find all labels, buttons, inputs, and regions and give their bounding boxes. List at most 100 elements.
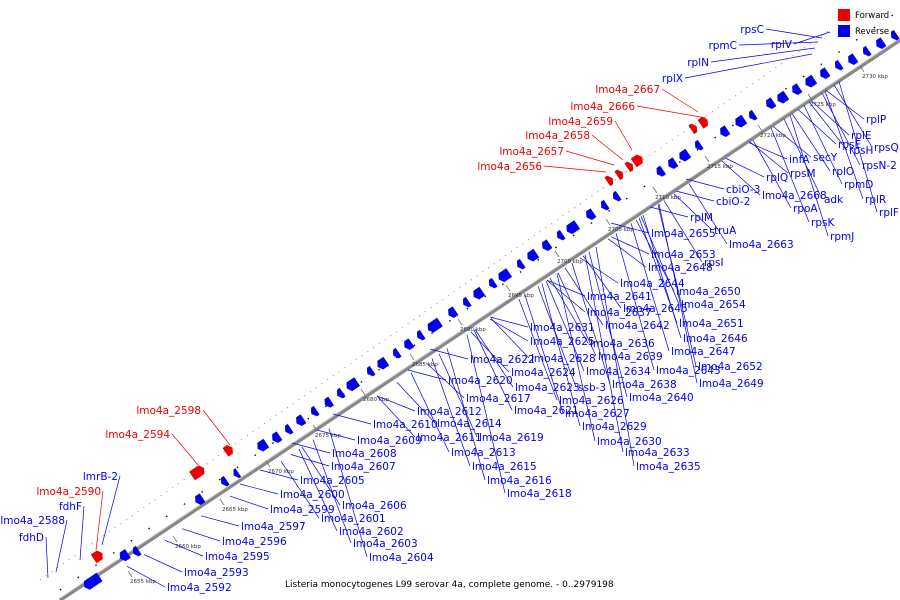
label-leader xyxy=(752,139,792,209)
scale-tick-mark xyxy=(807,93,813,101)
reverse-gene xyxy=(310,405,320,417)
reverse-gene xyxy=(416,329,426,341)
reverse-gene-label: lmo4a_2622 xyxy=(470,354,535,366)
label-leader xyxy=(833,84,873,148)
scale-tick-mark xyxy=(859,65,865,73)
reverse-gene-label: lmo4a_2604 xyxy=(369,552,434,564)
label-leader xyxy=(825,90,865,120)
reverse-gene-label: rpsK xyxy=(811,217,835,229)
label-leader xyxy=(425,362,465,399)
reverse-gene-label: rplE xyxy=(851,130,872,142)
label-leader xyxy=(684,53,813,79)
reverse-gene-label: lmo4a_2592 xyxy=(167,582,232,594)
reverse-gene-label: lmo4a_2630 xyxy=(597,436,662,448)
reverse-gene xyxy=(404,338,415,350)
genome-axis-highlight xyxy=(59,37,900,599)
reverse-gene-label: lmo4a_2588 xyxy=(0,515,65,527)
label-leader xyxy=(407,369,447,381)
reverse-gene-label: lmo4a_2601 xyxy=(321,513,386,525)
scale-tick-label: 2660 kbp xyxy=(175,544,201,550)
reverse-gene-label: fdhD xyxy=(19,532,44,544)
label-leader xyxy=(765,28,823,39)
label-leader xyxy=(312,439,352,544)
reverse-gene-label: lmo4a_2637 xyxy=(587,307,652,319)
scale-tick-mark xyxy=(312,424,318,432)
reverse-gene-label: lmo4a_2655 xyxy=(651,228,716,240)
reverse-gene-label: lmo4a_2593 xyxy=(184,567,249,579)
label-leader xyxy=(635,219,675,292)
reverse-gene xyxy=(427,317,443,333)
reverse-gene-label: lmo4a_2634 xyxy=(586,366,651,378)
label-leader xyxy=(290,454,330,467)
scale-tick-label: 2655 kbp xyxy=(130,579,156,585)
reverse-gene-label: lmo4a_2652 xyxy=(698,361,763,373)
label-leader xyxy=(126,565,166,588)
reverse-gene-label: ssb-3 xyxy=(578,382,606,394)
reverse-gene xyxy=(527,248,540,262)
label-leader xyxy=(663,200,703,263)
reverse-gene-label: lmo4a_2614 xyxy=(437,418,502,430)
label-leader xyxy=(143,554,183,573)
label-leader xyxy=(579,257,619,284)
label-leader xyxy=(202,409,231,446)
forward-gene-label: lmo4a_2666 xyxy=(570,101,635,113)
label-leader xyxy=(557,272,597,357)
label-leader xyxy=(537,286,577,388)
forward-gene xyxy=(630,154,643,168)
reverse-gene xyxy=(392,347,402,359)
reverse-gene-label: cbiO-3 xyxy=(726,184,760,196)
forward-gene xyxy=(189,465,205,481)
label-leader xyxy=(749,141,789,174)
reverse-gene-label: adk xyxy=(824,194,844,206)
reverse-gene-label: lmo4a_2648 xyxy=(648,262,713,274)
reverse-gene-label: rpsI xyxy=(704,257,724,269)
label-leader xyxy=(838,81,878,213)
reverse-gene-label: lmo4a_2612 xyxy=(417,406,482,418)
label-leader xyxy=(661,88,699,113)
reverse-gene xyxy=(876,37,887,49)
reverse-gene-label: lmo4a_2620 xyxy=(448,375,513,387)
scale-tick-mark xyxy=(409,353,415,361)
reverse-gene xyxy=(792,83,803,95)
legend-swatch-forward xyxy=(838,9,850,21)
reverse-gene-label: lmo4a_2636 xyxy=(590,338,655,350)
reverse-gene xyxy=(656,165,666,177)
reverse-gene-label: lmo4a_2608 xyxy=(332,448,397,460)
label-leader xyxy=(571,263,611,385)
label-leader xyxy=(316,429,356,441)
reverse-gene-label: lmo4a_2668 xyxy=(762,190,827,202)
label-leader xyxy=(545,280,585,372)
reverse-gene xyxy=(777,90,790,104)
label-leader xyxy=(725,158,765,178)
label-leader xyxy=(803,105,843,185)
reverse-gene-label: rpoA xyxy=(793,203,818,215)
label-leader xyxy=(607,238,647,268)
reverse-gene xyxy=(220,475,230,487)
reverse-gene-label: lmo4a_2609 xyxy=(357,435,422,447)
forward-gene-label: lmo4a_2656 xyxy=(477,161,542,173)
label-leader xyxy=(748,142,788,160)
reverse-gene xyxy=(612,190,622,202)
label-leader xyxy=(721,160,761,196)
scale-tick-label: 2725 kbp xyxy=(810,102,836,108)
scale-tick-label: 2705 kbp xyxy=(608,227,634,233)
legend-reverse: Reverse xyxy=(855,27,889,37)
reverse-gene-label: lmo4a_2627 xyxy=(565,408,630,420)
label-leader xyxy=(546,279,586,297)
label-leader xyxy=(489,318,529,342)
reverse-gene-label: lmo4a_2644 xyxy=(620,278,685,290)
reverse-gene xyxy=(600,199,610,211)
reverse-gene-label: rpmJ xyxy=(830,231,854,243)
label-leader xyxy=(595,246,635,467)
forward-gene xyxy=(222,445,233,457)
reverse-gene-label: lmo4a_2619 xyxy=(479,432,544,444)
label-leader xyxy=(543,165,607,173)
reverse-gene-label: lmo4a_2638 xyxy=(612,379,677,391)
reverse-gene-label: lmo4a_2639 xyxy=(598,351,663,363)
reverse-gene xyxy=(366,365,376,377)
label-leader xyxy=(584,254,624,453)
reverse-gene-label: rpsH xyxy=(849,145,873,157)
scale-tick-mark xyxy=(554,250,560,258)
scale-tick-label: 2670 kbp xyxy=(268,469,294,475)
